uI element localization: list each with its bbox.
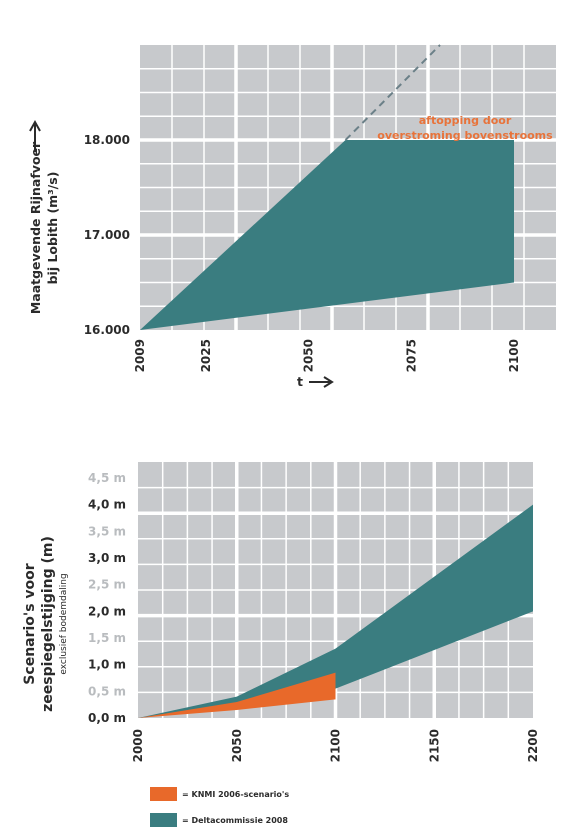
chart2-y-tick-label: 0,0 m	[88, 711, 126, 725]
chart1-x-tick-label: 2100	[507, 339, 521, 372]
chart2-x-tick-label: 2150	[427, 729, 441, 762]
chart1-x-tick-label: 2025	[199, 339, 213, 372]
chart2-x-tick-label: 2200	[526, 729, 540, 762]
annotation-line-2: overstroming bovenstrooms	[377, 129, 553, 142]
chart1-y-tick-labels: 16.000 17.000 18.000	[84, 133, 130, 337]
chart1-ylabel-line-2: bij Lobith (m³/s)	[45, 172, 60, 285]
chart1-y-tick-label: 17.000	[84, 228, 130, 242]
chart2-ylabel-line-2: zeespiegelstijging (m)	[40, 536, 56, 712]
chart2-y-tick-label: 4,5 m	[88, 471, 126, 485]
chart1-x-tick-label: 2050	[302, 339, 316, 372]
annotation-line-1: aftopping door	[419, 114, 512, 127]
chart2-y-tick-label: 3,0 m	[88, 551, 126, 565]
sea-level-chart: 0,0 m 0,5 m 1,0 m 1,5 m 2,0 m 2,5 m 3,0 m 3,5 m…	[22, 462, 540, 827]
river-discharge-chart: aftopping door overstroming bovenstrooms…	[28, 44, 556, 389]
legend-deltacommissie-label: = Deltacommissie 2008	[182, 816, 288, 825]
chart2-y-tick-labels: 0,0 m 0,5 m 1,0 m 1,5 m 2,0 m 2,5 m 3,0 m 3,5 m…	[88, 471, 126, 725]
legend-knmi-label: = KNMI 2006-scenario's	[182, 790, 289, 799]
chart2-x-tick-label: 2100	[329, 729, 343, 762]
chart2-y-tick-label: 3,5 m	[88, 524, 126, 538]
ylabel-arrow-icon	[29, 119, 41, 152]
chart1-y-tick-label: 18.000	[84, 133, 130, 147]
chart2-y-tick-label: 1,0 m	[88, 658, 126, 672]
chart2-y-tick-label: 4,0 m	[88, 498, 126, 512]
chart2-ylabel-line-1: Scenario's voor	[22, 563, 38, 684]
chart2-y-tick-label: 0,5 m	[88, 684, 126, 698]
chart2-y-tick-label: 1,5 m	[88, 631, 126, 645]
chart2-x-tick-labels: 2000 2050 2100 2150 2200	[131, 729, 540, 762]
deltacommissie-discharge-band	[140, 140, 514, 330]
chart1-x-tick-label: 2009	[133, 339, 147, 372]
xlabel-arrow-icon	[309, 376, 334, 388]
chart2-x-tick-label: 2000	[131, 729, 145, 762]
legend-deltacommissie-swatch	[150, 813, 177, 827]
chart1-ylabel-line-1: Maatgevende Rijnafvoer	[28, 141, 43, 314]
chart1-y-tick-label: 16.000	[84, 323, 130, 337]
chart1-x-tick-labels: 2009 2025 2050 2075 2100	[133, 339, 521, 372]
chart2-ylabel-line-3: exclusief bodemdaling	[59, 573, 69, 674]
chart1-x-tick-label: 2075	[404, 339, 418, 372]
knmi-sea-level-band	[138, 672, 336, 718]
chart2-y-tick-label: 2,5 m	[88, 578, 126, 592]
chart1-xlabel: t	[297, 374, 303, 389]
unrestricted-discharge-dashed-line	[344, 44, 441, 141]
legend-knmi-swatch	[150, 787, 177, 801]
chart2-y-tick-label: 2,0 m	[88, 604, 126, 618]
chart2-x-tick-label: 2050	[230, 729, 244, 762]
